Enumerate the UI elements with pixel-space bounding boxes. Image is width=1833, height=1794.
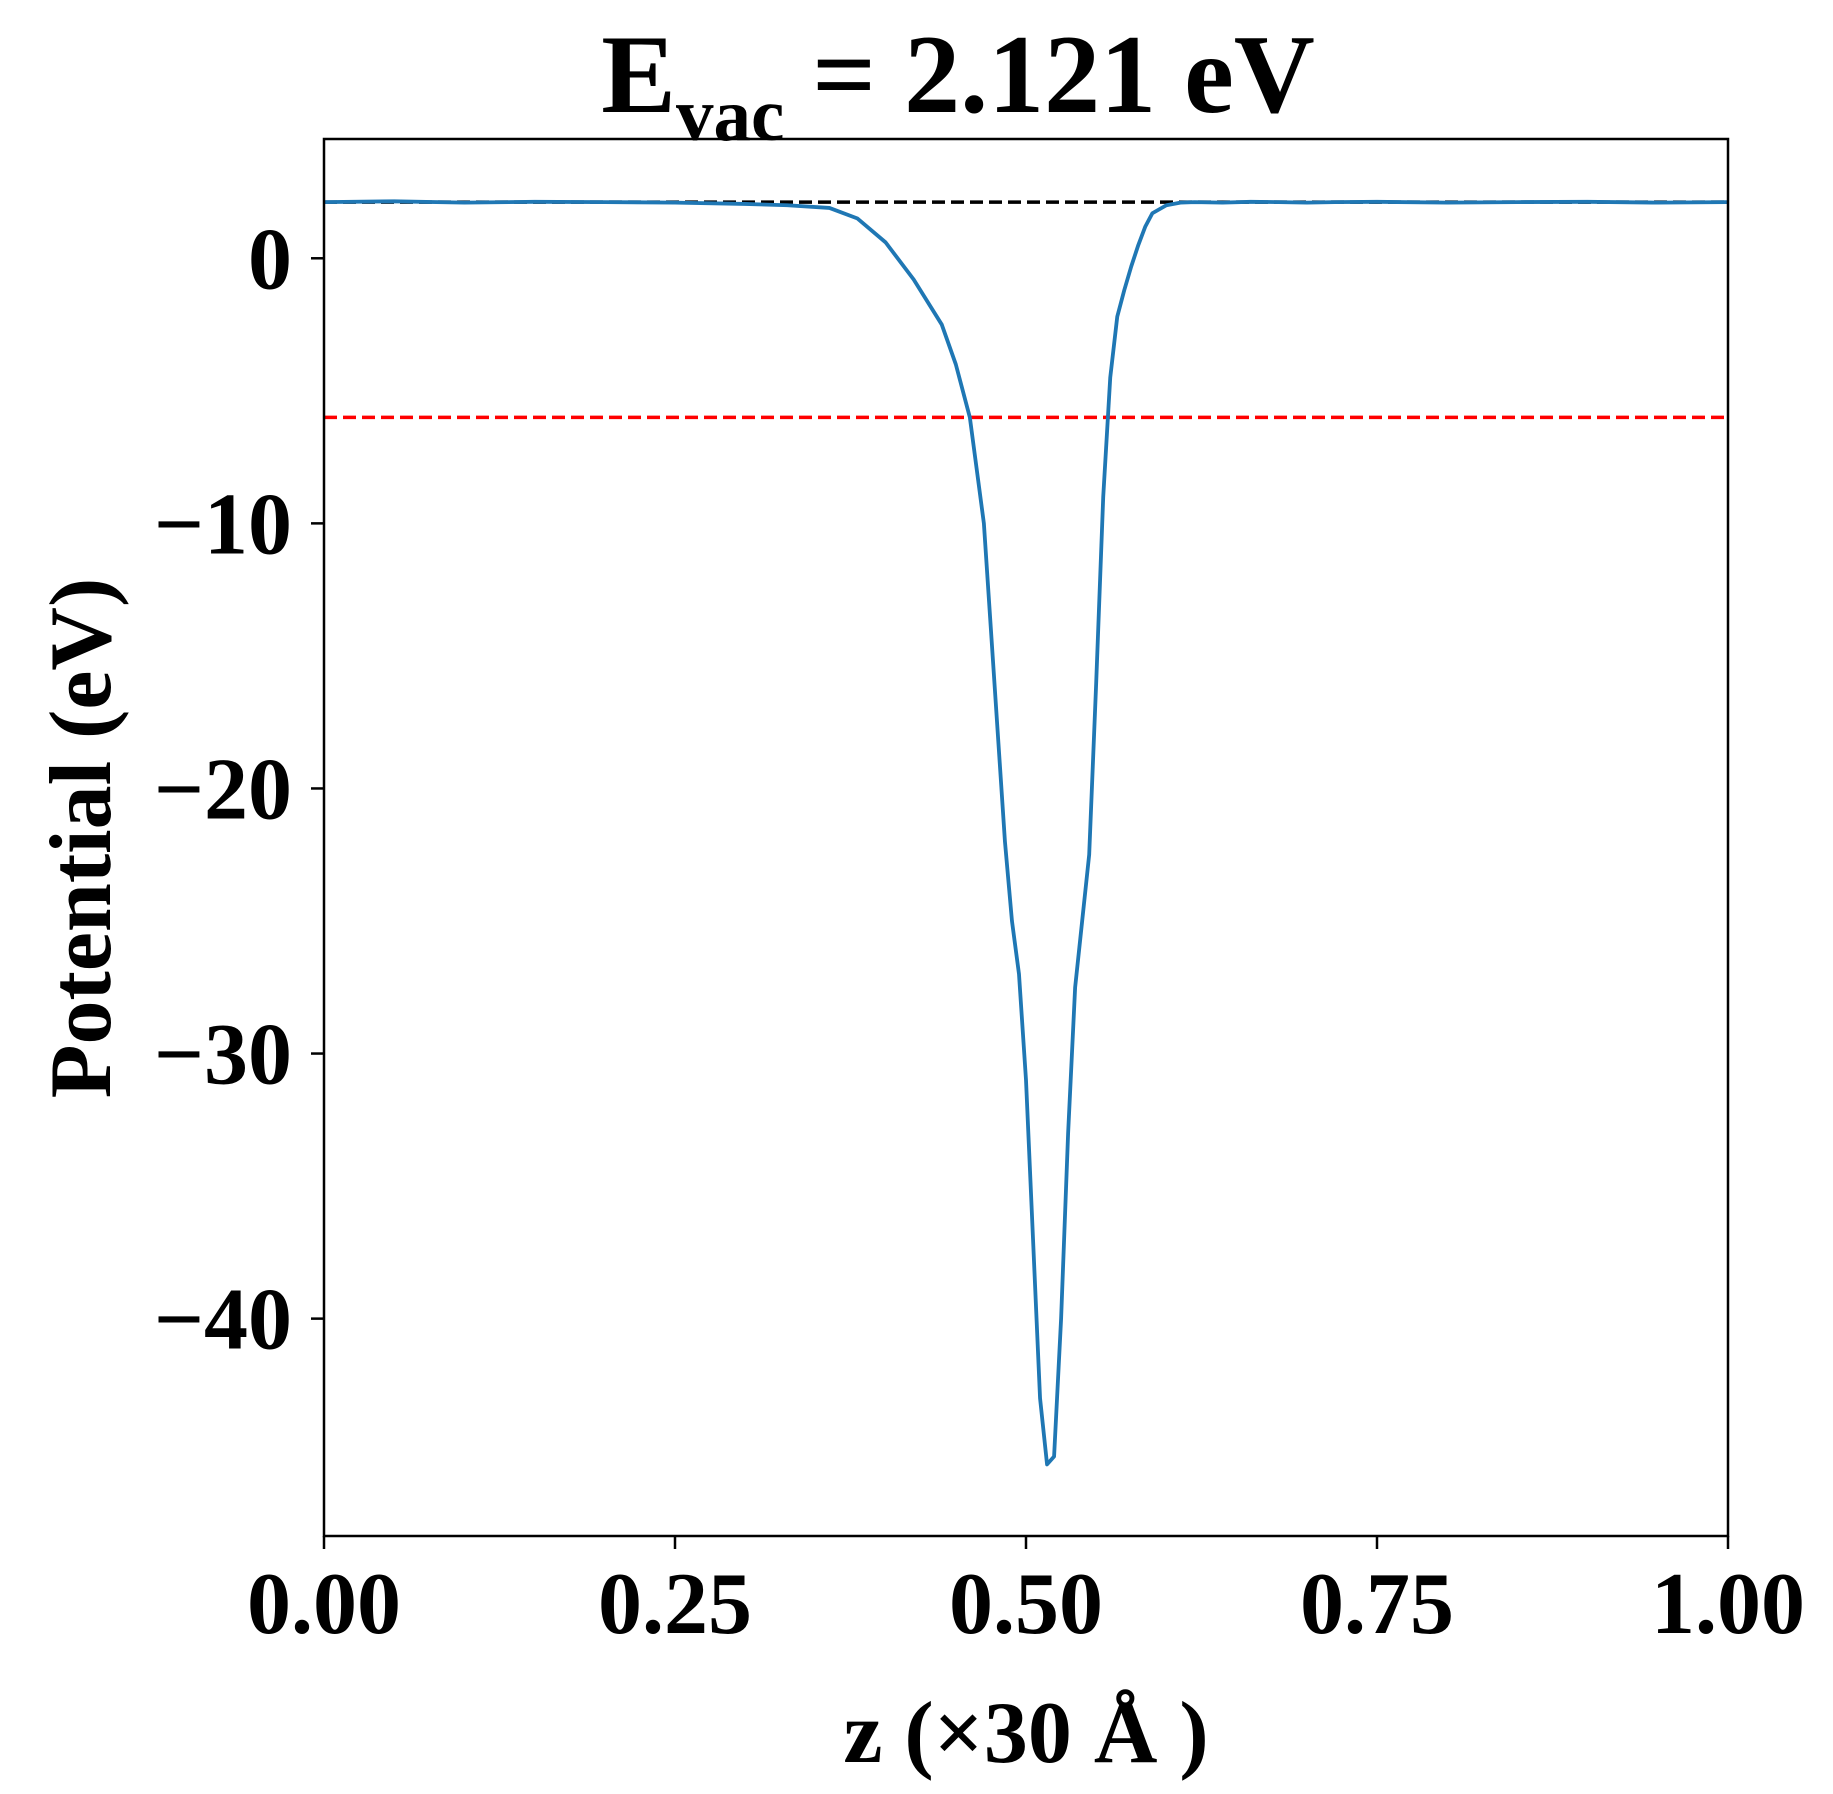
x-tick-label: 1.00 (1651, 1556, 1805, 1653)
chart-title: Evac = 2.121 eV (601, 13, 1314, 157)
title-subscript: vac (676, 74, 784, 157)
x-tick-label: 0.00 (247, 1556, 401, 1653)
x-tick-label: 0.75 (1300, 1556, 1454, 1653)
y-tick-label: −40 (154, 1272, 292, 1369)
plot-area (324, 199, 1728, 1467)
planar-averaged-potential-line (324, 199, 1728, 1467)
title-main: E (601, 13, 676, 137)
y-tick-label: 0 (248, 211, 292, 308)
y-axis-label: Potential (eV) (33, 578, 130, 1098)
y-tick-label: −30 (154, 1007, 292, 1104)
title-rest: = 2.121 eV (784, 13, 1314, 137)
x-tick-label: 0.50 (949, 1556, 1103, 1653)
x-axis-ticks: 0.00 0.25 0.50 0.75 1.00 (247, 1536, 1805, 1653)
y-tick-label: −20 (154, 741, 292, 838)
x-axis-label: z (×30 Å ) (843, 1685, 1208, 1782)
y-axis-ticks: 0 −10 −20 −30 −40 (154, 211, 324, 1369)
y-tick-label: −10 (154, 476, 292, 573)
x-tick-label: 0.25 (598, 1556, 752, 1653)
